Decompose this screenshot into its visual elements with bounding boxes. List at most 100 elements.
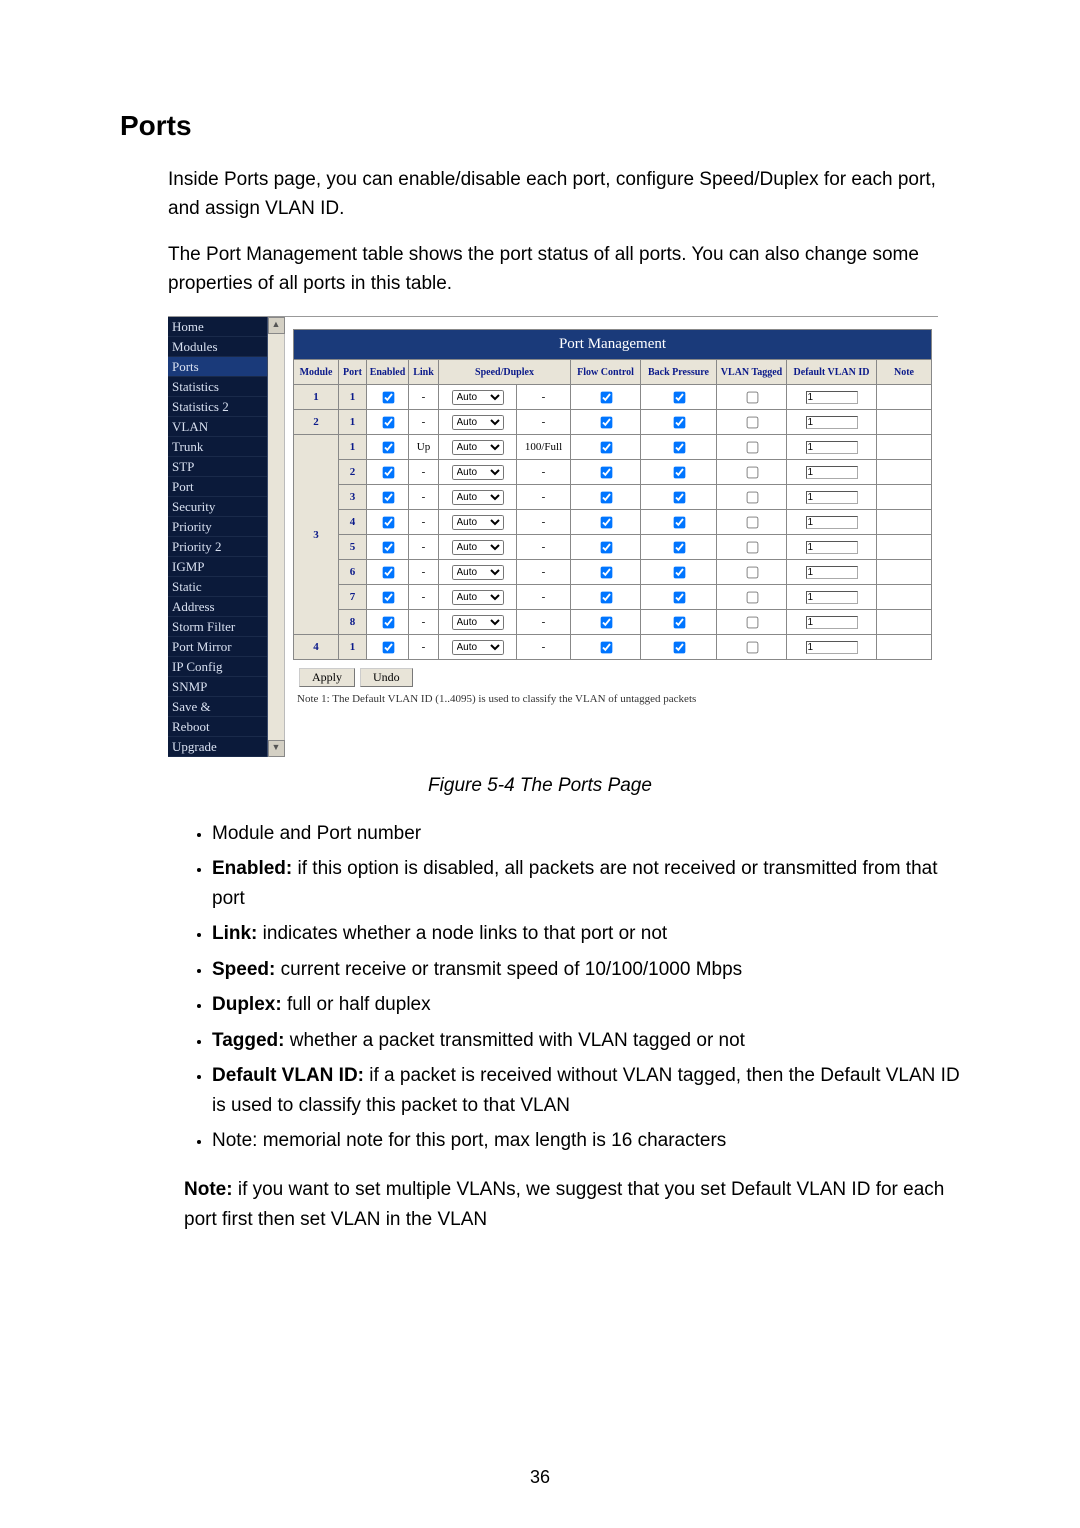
- sidebar-item-priority-2[interactable]: Priority 2: [168, 537, 267, 557]
- flow-control-checkbox[interactable]: [600, 416, 612, 428]
- default-vlan-input[interactable]: [806, 541, 858, 554]
- sidebar-item-security[interactable]: Security: [168, 497, 267, 517]
- back-pressure-checkbox[interactable]: [673, 466, 685, 478]
- back-pressure-checkbox[interactable]: [673, 641, 685, 653]
- back-pressure-checkbox[interactable]: [673, 516, 685, 528]
- vlan-tagged-checkbox[interactable]: [746, 491, 758, 503]
- sidebar-item-trunk[interactable]: Trunk: [168, 437, 267, 457]
- flow-control-checkbox[interactable]: [600, 541, 612, 553]
- sidebar-item-statistics-2[interactable]: Statistics 2: [168, 397, 267, 417]
- back-pressure-checkbox[interactable]: [673, 416, 685, 428]
- speed-duplex-status: -: [517, 560, 571, 585]
- default-vlan-input[interactable]: [806, 391, 858, 404]
- speed-select[interactable]: Auto: [452, 615, 504, 630]
- sidebar-item-reboot[interactable]: Reboot: [168, 717, 267, 737]
- sidebar-item-priority[interactable]: Priority: [168, 517, 267, 537]
- speed-select[interactable]: Auto: [452, 415, 504, 430]
- flow-control-checkbox[interactable]: [600, 566, 612, 578]
- vlan-tagged-checkbox[interactable]: [746, 566, 758, 578]
- enabled-checkbox[interactable]: [382, 591, 394, 603]
- back-pressure-checkbox[interactable]: [673, 541, 685, 553]
- speed-select[interactable]: Auto: [452, 465, 504, 480]
- default-vlan-input[interactable]: [806, 466, 858, 479]
- vlan-tagged-checkbox[interactable]: [746, 516, 758, 528]
- vlan-tagged-checkbox[interactable]: [746, 541, 758, 553]
- speed-select[interactable]: Auto: [452, 590, 504, 605]
- sidebar-item-snmp[interactable]: SNMP: [168, 677, 267, 697]
- back-pressure-checkbox[interactable]: [673, 491, 685, 503]
- default-vlan-input[interactable]: [806, 491, 858, 504]
- sidebar-item-port-mirror[interactable]: Port Mirror: [168, 637, 267, 657]
- sidebar-item-igmp[interactable]: IGMP: [168, 557, 267, 577]
- speed-select[interactable]: Auto: [452, 565, 504, 580]
- speed-select[interactable]: Auto: [452, 515, 504, 530]
- default-vlan-input[interactable]: [806, 566, 858, 579]
- sidebar-item-address[interactable]: Address: [168, 597, 267, 617]
- sidebar-item-static[interactable]: Static: [168, 577, 267, 597]
- sidebar-item-stp[interactable]: STP: [168, 457, 267, 477]
- default-vlan-input[interactable]: [806, 516, 858, 529]
- enabled-checkbox[interactable]: [382, 441, 394, 453]
- speed-select[interactable]: Auto: [452, 540, 504, 555]
- default-vlan-input[interactable]: [806, 441, 858, 454]
- speed-select[interactable]: Auto: [452, 390, 504, 405]
- sidebar-item-storm-filter[interactable]: Storm Filter: [168, 617, 267, 637]
- enabled-checkbox[interactable]: [382, 541, 394, 553]
- apply-button[interactable]: Apply: [299, 668, 355, 687]
- flow-control-checkbox[interactable]: [600, 641, 612, 653]
- flow-control-checkbox[interactable]: [600, 441, 612, 453]
- back-pressure-checkbox[interactable]: [673, 566, 685, 578]
- enabled-checkbox[interactable]: [382, 516, 394, 528]
- enabled-checkbox[interactable]: [382, 391, 394, 403]
- flow-control-checkbox[interactable]: [600, 616, 612, 628]
- enabled-checkbox[interactable]: [382, 466, 394, 478]
- sidebar-item-port[interactable]: Port: [168, 477, 267, 497]
- sidebar-item-vlan[interactable]: VLAN: [168, 417, 267, 437]
- flow-control-checkbox[interactable]: [600, 466, 612, 478]
- module-cell: 4: [294, 635, 339, 660]
- scrollbar[interactable]: ▲ ▼: [268, 317, 285, 757]
- note-block: Note: if you want to set multiple VLANs,…: [184, 1175, 960, 1234]
- column-header: Enabled: [367, 360, 409, 385]
- sidebar-item-save-[interactable]: Save &: [168, 697, 267, 717]
- flow-control-checkbox[interactable]: [600, 516, 612, 528]
- enabled-checkbox[interactable]: [382, 616, 394, 628]
- vlan-tagged-checkbox[interactable]: [746, 416, 758, 428]
- list-item: Default VLAN ID: if a packet is received…: [212, 1061, 960, 1120]
- vlan-tagged-checkbox[interactable]: [746, 641, 758, 653]
- vlan-tagged-checkbox[interactable]: [746, 591, 758, 603]
- scroll-up-icon[interactable]: ▲: [268, 317, 285, 334]
- vlan-tagged-checkbox[interactable]: [746, 616, 758, 628]
- default-vlan-input[interactable]: [806, 591, 858, 604]
- flow-control-checkbox[interactable]: [600, 391, 612, 403]
- enabled-checkbox[interactable]: [382, 641, 394, 653]
- enabled-checkbox[interactable]: [382, 491, 394, 503]
- enabled-checkbox[interactable]: [382, 416, 394, 428]
- vlan-tagged-checkbox[interactable]: [746, 466, 758, 478]
- sidebar-item-modules[interactable]: Modules: [168, 337, 267, 357]
- default-vlan-input[interactable]: [806, 641, 858, 654]
- back-pressure-checkbox[interactable]: [673, 391, 685, 403]
- flow-control-checkbox[interactable]: [600, 591, 612, 603]
- sidebar-item-ip-config[interactable]: IP Config: [168, 657, 267, 677]
- speed-select[interactable]: Auto: [452, 440, 504, 455]
- back-pressure-checkbox[interactable]: [673, 441, 685, 453]
- sidebar-item-statistics[interactable]: Statistics: [168, 377, 267, 397]
- note-cell: [877, 585, 932, 610]
- default-vlan-input[interactable]: [806, 616, 858, 629]
- back-pressure-checkbox[interactable]: [673, 616, 685, 628]
- enabled-checkbox[interactable]: [382, 566, 394, 578]
- default-vlan-input[interactable]: [806, 416, 858, 429]
- port-cell: 7: [339, 585, 367, 610]
- sidebar-item-ports[interactable]: Ports: [168, 357, 267, 377]
- vlan-tagged-checkbox[interactable]: [746, 441, 758, 453]
- speed-select[interactable]: Auto: [452, 490, 504, 505]
- speed-select[interactable]: Auto: [452, 640, 504, 655]
- sidebar-item-upgrade[interactable]: Upgrade: [168, 737, 267, 757]
- flow-control-checkbox[interactable]: [600, 491, 612, 503]
- vlan-tagged-checkbox[interactable]: [746, 391, 758, 403]
- scroll-down-icon[interactable]: ▼: [268, 740, 285, 757]
- back-pressure-checkbox[interactable]: [673, 591, 685, 603]
- undo-button[interactable]: Undo: [360, 668, 413, 687]
- sidebar-item-home[interactable]: Home: [168, 317, 267, 337]
